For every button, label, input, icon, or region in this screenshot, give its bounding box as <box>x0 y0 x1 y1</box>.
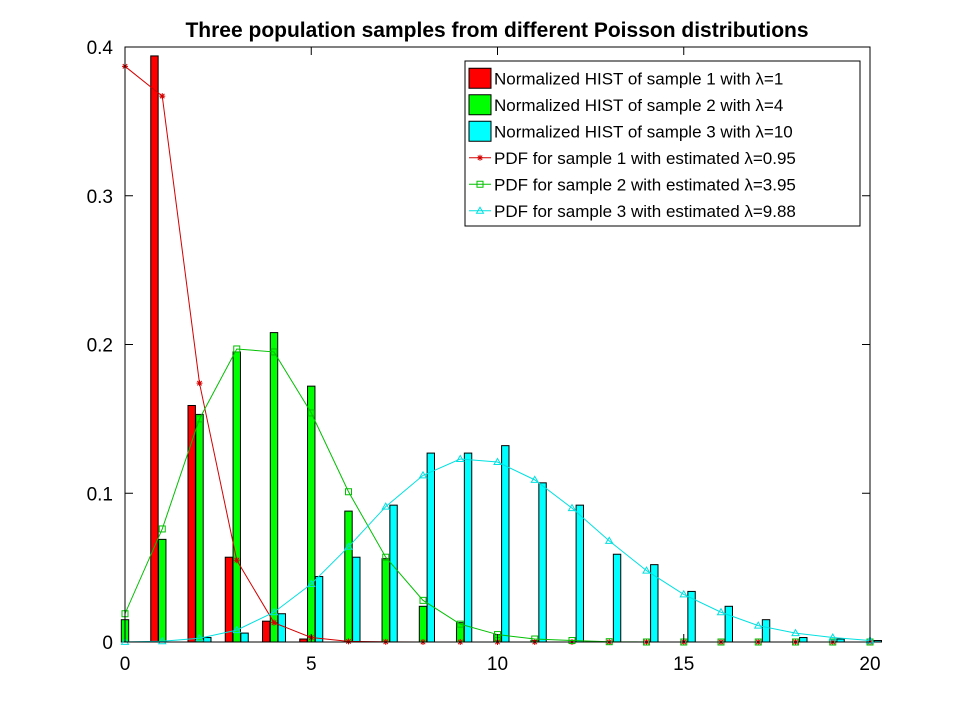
y-tick-label: 0.4 <box>87 38 114 59</box>
bar-series-3 <box>463 452 473 643</box>
legend-label: Normalized HIST of sample 3 with λ=10 <box>494 122 793 141</box>
legend-label: Normalized HIST of sample 1 with λ=1 <box>494 69 783 88</box>
legend-label: PDF for sample 1 with estimated λ=0.95 <box>494 149 796 168</box>
pdf-marker-2 <box>307 409 315 417</box>
pdf-marker-3 <box>269 607 279 616</box>
pdf-marker-3 <box>530 475 540 483</box>
bar-series-1 <box>224 556 234 643</box>
pdf-marker-2 <box>568 637 576 645</box>
bar-series-2 <box>158 538 167 643</box>
legend: Normalized HIST of sample 1 with λ=1 Norm… <box>464 60 861 227</box>
y-tick-label: 0.2 <box>87 336 113 357</box>
x-tick-label: 20 <box>859 654 880 675</box>
bar-series-1 <box>150 55 159 643</box>
legend-swatch-bar-3 <box>468 120 492 142</box>
bar-series-3 <box>314 576 324 643</box>
pdf-marker-3 <box>753 621 763 629</box>
legend-marker-1 <box>477 154 483 161</box>
pdf-marker-3 <box>120 637 130 645</box>
bar-series-3 <box>538 482 547 643</box>
bar-series-3 <box>352 556 361 643</box>
bar-series-3 <box>612 553 622 643</box>
bar-series-3 <box>575 504 584 643</box>
bar-series-3 <box>203 637 212 643</box>
pdf-marker-1 <box>271 619 277 626</box>
pdf-marker-2 <box>233 345 241 353</box>
bar-series-2 <box>269 332 279 643</box>
pdf-line-3 <box>124 458 871 643</box>
bar-series-3 <box>724 605 733 643</box>
pdf-marker-3 <box>306 579 316 587</box>
y-axis-ticks: 0 0.1 0.2 0.3 0.4 <box>87 38 870 654</box>
bar-series-3 <box>761 619 771 643</box>
bar-series-3 <box>240 632 249 643</box>
bar-series-3 <box>650 564 659 643</box>
bar-series-2 <box>232 351 241 643</box>
pdf-marker-1 <box>159 93 166 100</box>
pdf-marker-2 <box>158 525 166 533</box>
legend-marker-2 <box>476 180 484 188</box>
x-tick-label: 0 <box>120 654 131 675</box>
pdf-marker-3 <box>716 607 726 616</box>
y-tick-label: 0.3 <box>87 187 113 208</box>
pdf-marker-3 <box>865 636 875 644</box>
pdf-marker-1 <box>233 557 240 564</box>
x-axis-ticks: 0 5 10 15 20 <box>120 47 881 675</box>
pdf-marker-3 <box>344 542 353 550</box>
pdf-marker-3 <box>604 536 614 544</box>
bar-series-3 <box>873 640 882 643</box>
pdf-marker-3 <box>232 625 242 634</box>
x-tick-label: 5 <box>306 654 317 675</box>
bar-series-3 <box>426 452 436 643</box>
bar-series-2 <box>418 605 428 643</box>
legend-label: Normalized HIST of sample 2 with λ=4 <box>494 96 783 115</box>
pdf-marker-3 <box>493 457 502 466</box>
pdf-marker-1 <box>196 380 203 387</box>
x-tick-label: 15 <box>673 654 694 675</box>
bar-series-2 <box>195 413 204 643</box>
legend-swatch-bar-1 <box>468 67 492 89</box>
pdf-marker-3 <box>418 470 428 479</box>
pdf-marker-3 <box>157 636 167 645</box>
pdf-marker-3 <box>567 503 577 512</box>
pdf-marker-3 <box>828 633 838 641</box>
bar-series-2 <box>381 558 390 643</box>
pdf-marker-2 <box>196 415 203 423</box>
pdf-marker-2 <box>456 620 464 628</box>
legend-swatch-bar-2 <box>468 94 492 116</box>
bar-series-3 <box>799 637 808 643</box>
chart-title: Three population samples from different … <box>185 19 808 42</box>
bar-series-3 <box>501 445 510 643</box>
pdf-marker-3 <box>791 628 800 637</box>
pdf-marker-2 <box>270 348 278 356</box>
pdf-marker-3 <box>642 566 651 574</box>
pdf-marker-3 <box>381 502 391 510</box>
pdf-marker-2 <box>382 553 390 561</box>
x-tick-label: 10 <box>487 654 508 675</box>
legend-label: PDF for sample 3 with estimated λ=9.88 <box>494 202 796 221</box>
legend-label: PDF for sample 2 with estimated λ=3.95 <box>494 175 796 194</box>
legend-marker-3 <box>475 206 485 214</box>
bar-series-3 <box>277 613 287 643</box>
pdf-marker-2 <box>419 596 427 604</box>
pdf-marker-3 <box>455 454 465 463</box>
bar-series-3 <box>389 504 398 643</box>
y-tick-label: 0 <box>102 633 113 654</box>
bar-series-2 <box>307 385 316 643</box>
bar-series-1 <box>262 620 271 643</box>
pdf-marker-3 <box>195 633 204 642</box>
pdf-marker-2 <box>345 488 352 496</box>
legend-box <box>464 60 861 227</box>
pdf-marker-1 <box>345 638 352 645</box>
y-tick-label: 0.1 <box>87 484 113 505</box>
bar-series-2 <box>344 510 353 643</box>
pdf-marker-3 <box>679 589 689 598</box>
